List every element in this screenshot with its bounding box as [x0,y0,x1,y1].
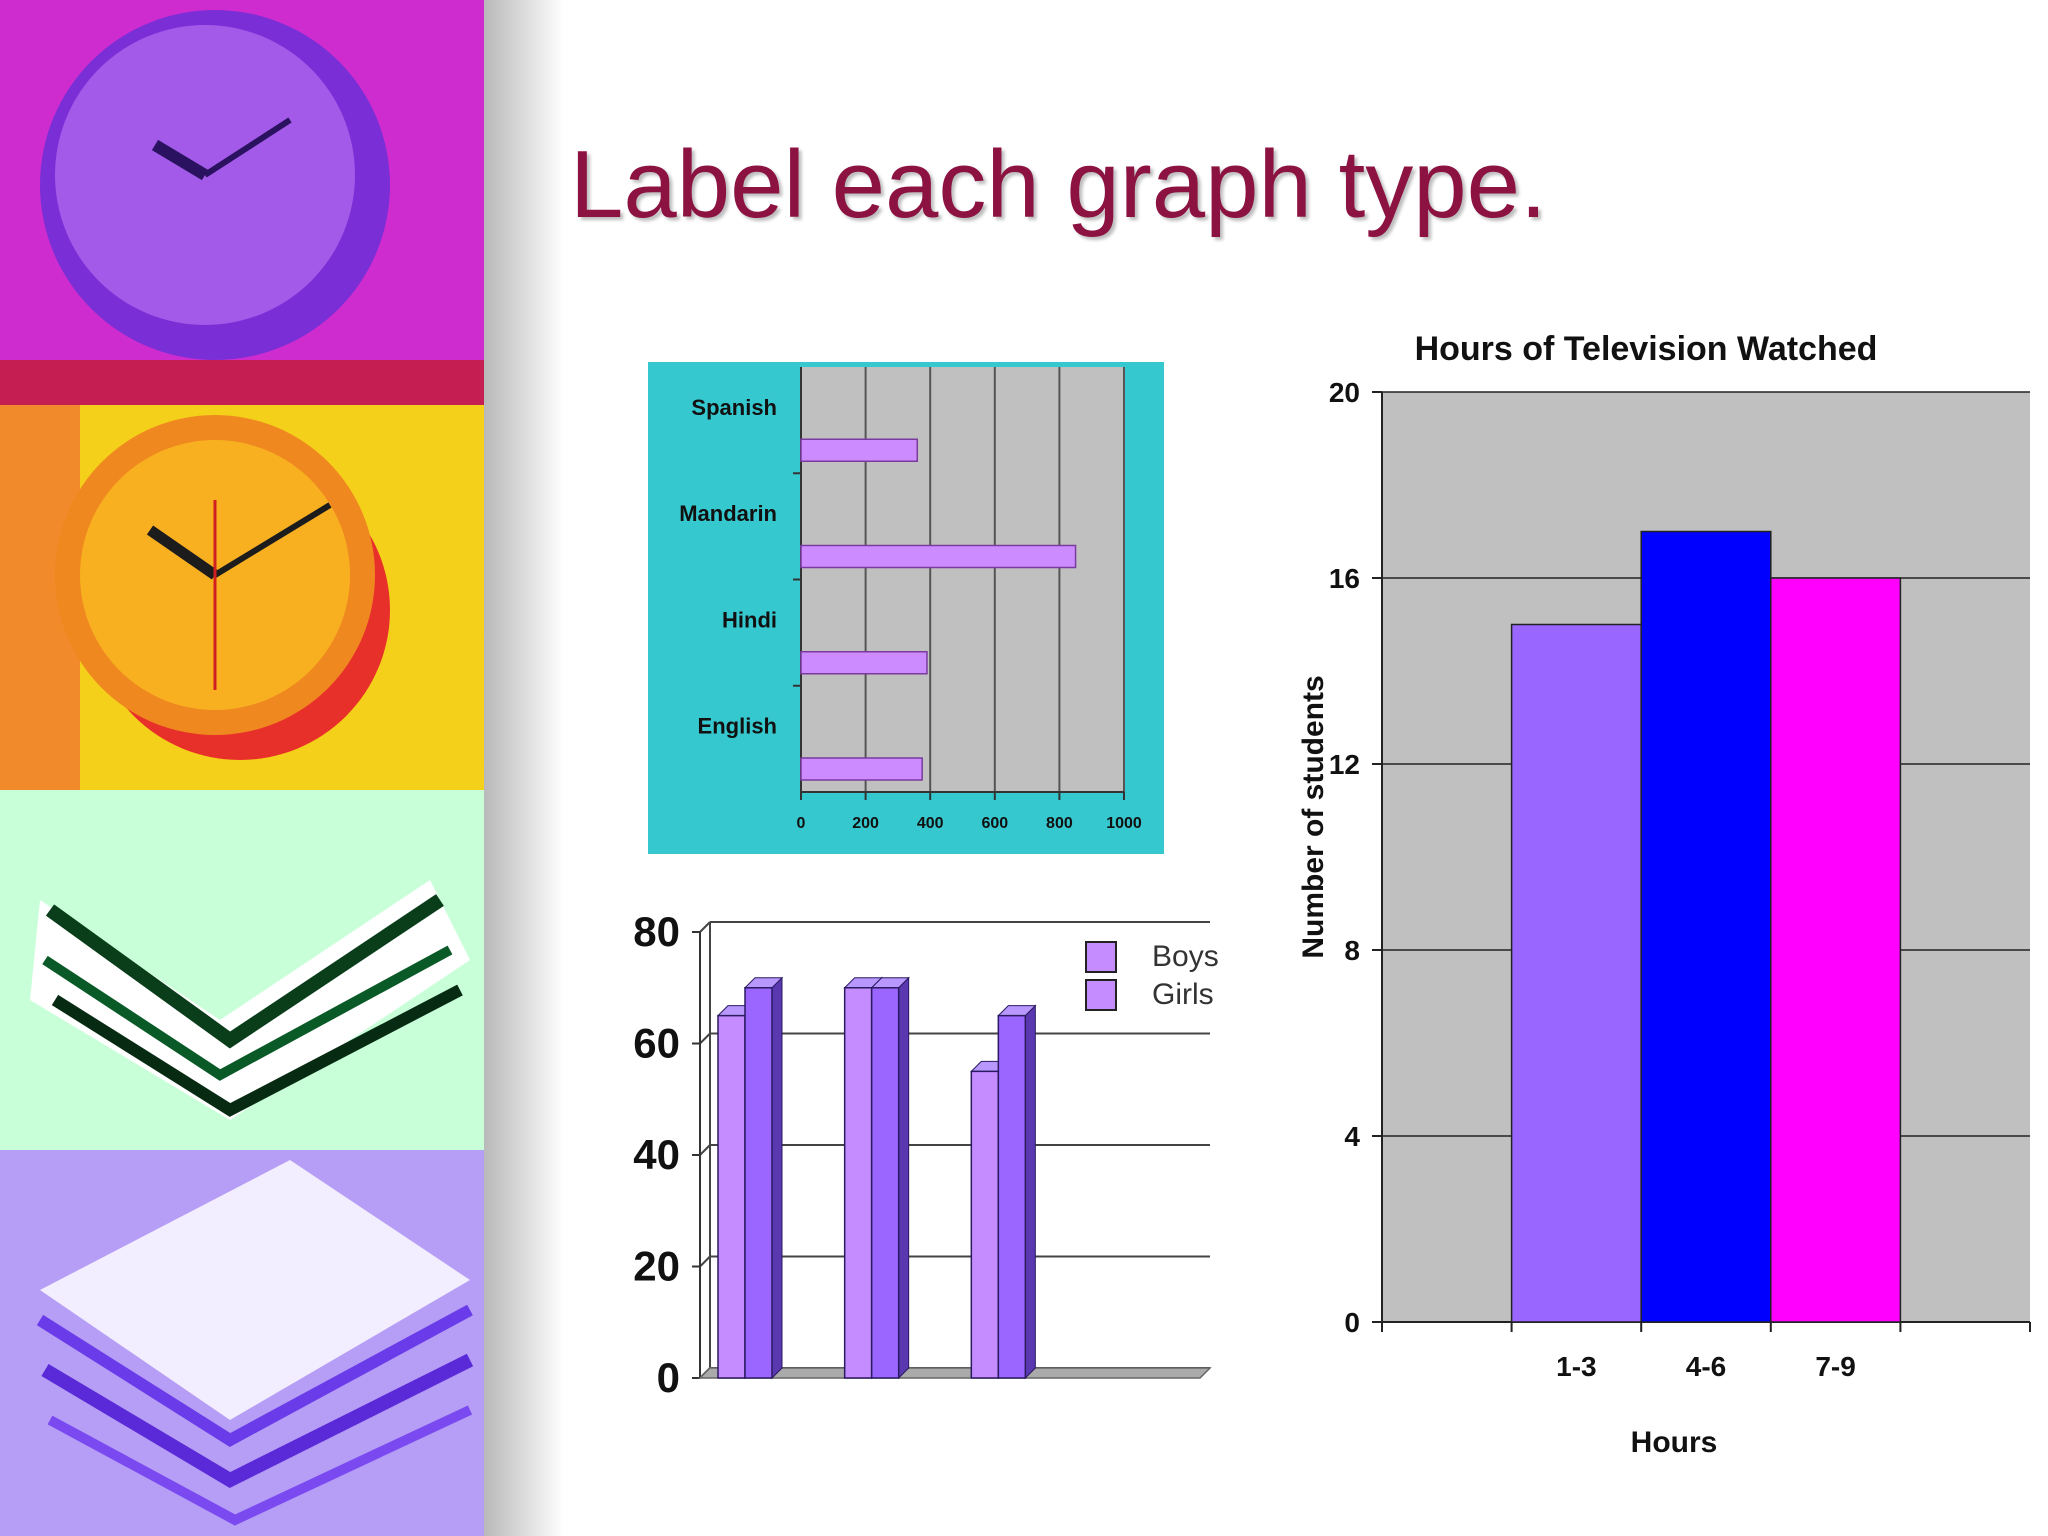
slide-title: Label each graph type. [570,131,1547,238]
legend-swatch [1085,979,1117,1011]
decorative-photo-strip [0,0,484,1536]
legend-label: Girls [1152,978,1214,1011]
plot-area [801,367,1124,792]
bar [997,1014,1027,1379]
television-hours-chart: Hours of Television Watched 0 4 8 12 16 20 1-3 4… [1297,330,2031,1459]
bar [800,651,928,675]
x-tick-label: 7-9 [1815,1351,1855,1382]
y-tick-label: 20 [633,1243,680,1290]
x-tick-label: 4-6 [1686,1351,1726,1382]
legend-label: Boys [1152,940,1219,973]
category-label: Spanish [691,395,777,420]
y-tick-label: 8 [1344,935,1360,966]
y-tick-label: 80 [633,908,680,955]
y-tick-label: 0 [1344,1307,1360,1338]
bar [744,987,773,1379]
grid-depth-line [699,1255,711,1268]
boys-girls-column-chart: 0 20 40 60 80 Boys Girls [633,908,1219,1401]
category-label: Mandarin [679,501,777,526]
bar [870,987,900,1379]
bar [1640,530,1772,1323]
purple-wall-clock-image [0,0,484,405]
x-tick-label: 200 [852,815,879,832]
chart-floor [698,1367,1212,1379]
bar [800,757,923,781]
x-tick-label: 800 [1046,815,1073,832]
x-tick-label: 400 [917,815,944,832]
grid-depth-line [699,1144,711,1156]
x-axis-label: Hours [1631,1426,1718,1459]
bar [800,544,1077,569]
category-label: English [698,714,777,739]
chart-title: Hours of Television Watched [1415,330,1878,368]
x-tick-label: 1-3 [1556,1351,1596,1382]
grid-depth-line [699,1032,711,1045]
bar [1770,577,1902,1323]
green-paper-stack-image [0,790,484,1150]
x-tick-label: 0 [797,815,806,832]
bar-side [898,976,910,1380]
violet-paper-stack-image [0,1150,484,1536]
y-tick-label: 40 [633,1131,680,1178]
bar-side [771,976,783,1380]
language-bar-chart: 0 200 400 600 800 1000 Spanish Mandarin Hindi Eng… [648,362,1164,854]
grid-depth-line [699,921,711,933]
y-tick-label: 20 [1329,377,1360,408]
y-tick-label: 60 [633,1020,680,1067]
x-tick-label: 600 [981,815,1008,832]
bar [800,438,919,462]
photo-strip-shadow [484,0,564,1536]
y-axis-label: Number of students [1297,675,1330,958]
y-tick-label: 12 [1329,749,1360,780]
category-label: Hindi [722,607,777,632]
x-tick-label: 1000 [1106,815,1142,832]
bar [843,987,873,1379]
legend-swatch [1085,941,1117,973]
bar [717,1014,746,1379]
y-tick-label: 4 [1344,1121,1360,1152]
y-tick-label: 0 [657,1354,680,1401]
orange-wall-clock-image [0,405,484,790]
y-tick-label: 16 [1329,563,1360,594]
bar [970,1070,1000,1379]
bar [1510,623,1642,1323]
bar-side [1024,1004,1036,1380]
